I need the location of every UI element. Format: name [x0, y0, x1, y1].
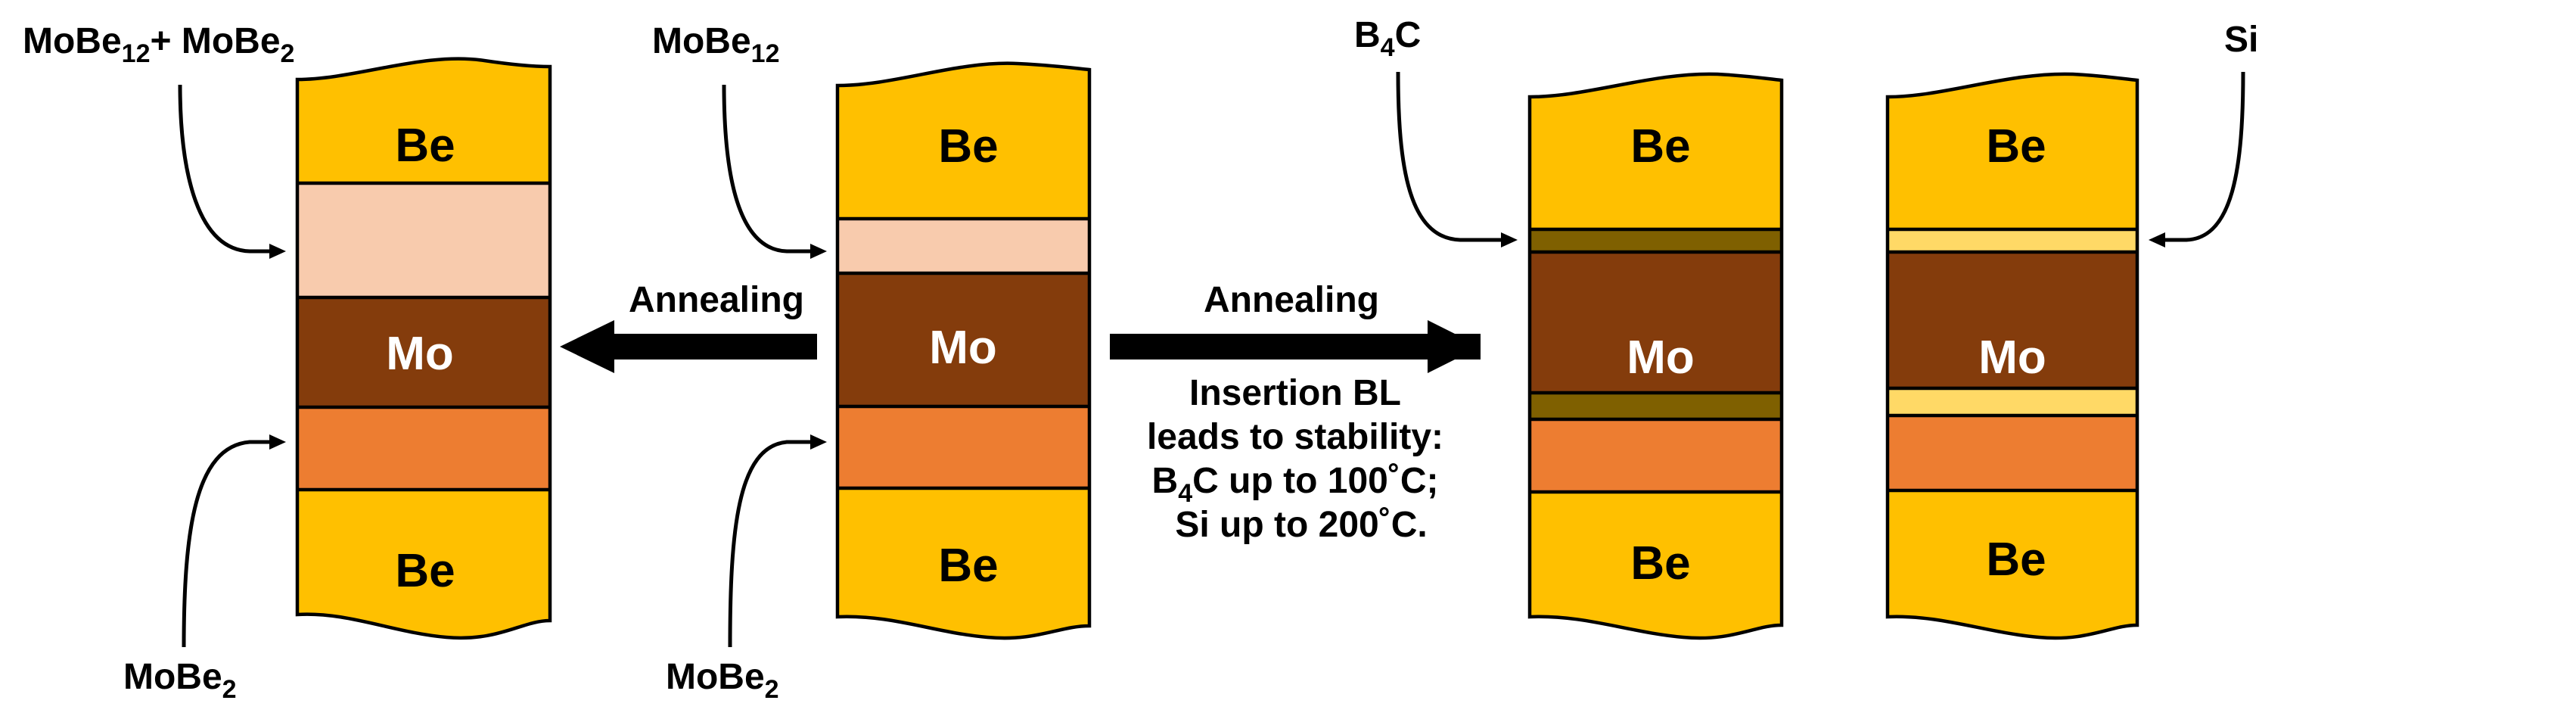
label-mobe2-left-main: MoBe [123, 657, 222, 697]
mobe12-mobe2-layer-1 [297, 183, 550, 297]
svg-text:MoBe12+ MoBe2: MoBe12+ MoBe2 [23, 21, 294, 68]
si-bottom-layer-4 [1888, 388, 2137, 416]
mo-label-3: Mo [1627, 331, 1695, 384]
be-label-top-3: Be [1630, 120, 1690, 173]
label-mobe12-center-sub: 12 [751, 39, 780, 68]
arrowhead-mobe2-center [810, 434, 827, 450]
mobe12-layer-2 [837, 219, 1089, 273]
b4c-top-layer-3 [1530, 229, 1782, 252]
mobe2-layer-3 [1530, 419, 1782, 492]
annealing-arrow-left: Annealing [560, 280, 817, 373]
leader-line-mobe12-mobe2 [178, 84, 274, 254]
annealing-label-left: Annealing [629, 280, 804, 320]
stack-annealed-mobe12-mobe2: Be Mo Be [295, 57, 552, 640]
mo-layer-1 [297, 297, 550, 407]
be-label-top-2: Be [938, 120, 998, 173]
arrowhead-right [1428, 320, 1481, 373]
annotation-b4c: B4C [1354, 15, 1518, 247]
annotation-mobe2-center: MoBe2 [666, 434, 827, 704]
caption-line-3-post: C up to 100˚C; [1192, 461, 1438, 501]
caption-line-4: Si up to 200˚C. [1175, 505, 1427, 545]
label-si: Si [2224, 20, 2258, 60]
leader-line-mobe2-left [182, 440, 274, 648]
mobe2-layer-2 [837, 406, 1089, 488]
mobe2-layer-1 [297, 407, 550, 490]
label-mobe12-center-main: MoBe [652, 21, 751, 61]
leader-line-b4c [1396, 71, 1506, 242]
be-bottom-layer-3 [1530, 492, 1782, 639]
annealing-label-right: Annealing [1204, 280, 1379, 320]
stack-b4c-barrier: Be Mo Be [1527, 72, 1784, 640]
be-top-layer-3 [1530, 73, 1782, 229]
arrowhead-left [560, 320, 614, 373]
label-mobe2-center-sub: 2 [765, 675, 779, 704]
be-bottom-layer-2 [837, 488, 1089, 639]
si-top-layer-4 [1888, 229, 2137, 252]
arrow-shaft-right [1110, 334, 1481, 360]
stack-as-deposited: Be Mo Be [835, 61, 1092, 640]
insertion-bl-caption: Insertion BL leads to stability: B4C up … [1147, 373, 1443, 545]
mo-label-4: Mo [1978, 331, 2046, 384]
b4c-bottom-layer-3 [1530, 393, 1782, 419]
annotation-si: Si [2149, 20, 2258, 247]
label-mobe12-main: MoBe [23, 21, 122, 61]
svg-text:MoBe2: MoBe2 [666, 657, 779, 704]
leader-line-mobe2-center [728, 440, 815, 648]
svg-text:MoBe12: MoBe12 [652, 21, 780, 68]
label-mobe2-sub: 2 [281, 39, 295, 68]
leader-line-si [2164, 71, 2245, 242]
caption-line-3-sub: 4 [1178, 479, 1192, 508]
be-top-layer-1 [297, 58, 550, 183]
be-label-top-4: Be [1986, 120, 2046, 173]
mo-label-2: Mo [929, 322, 997, 374]
stack-outline-4 [1885, 72, 2139, 640]
label-b4c-tail: C [1395, 15, 1422, 55]
be-top-layer-2 [837, 63, 1089, 219]
label-mobe2-mid: + MoBe [151, 21, 281, 61]
stack-outline-2 [835, 61, 1092, 640]
be-label-top-1: Be [395, 120, 455, 172]
be-bottom-layer-4 [1888, 490, 2137, 639]
svg-text:B4C up to 100˚C;: B4C up to 100˚C; [1152, 461, 1439, 508]
mo-layer-4 [1888, 252, 2137, 388]
svg-text:MoBe2: MoBe2 [123, 657, 237, 704]
mobe2-layer-4 [1888, 416, 2137, 490]
annealing-arrow-right: Annealing [1110, 280, 1481, 373]
mo-label-1: Mo [386, 328, 454, 380]
arrowhead-mobe12-center [810, 244, 827, 259]
caption-line-3-pre: B [1152, 461, 1179, 501]
arrowhead-si [2149, 232, 2165, 247]
be-label-bottom-3: Be [1630, 537, 1690, 590]
label-mobe2-left-sub: 2 [222, 675, 237, 704]
mo-layer-2 [837, 273, 1089, 406]
caption-line-1: Insertion BL [1189, 373, 1401, 413]
label-b4c-main: B [1354, 15, 1381, 55]
be-label-bottom-2: Be [938, 540, 998, 592]
annotation-mobe12-center: MoBe12 [652, 21, 827, 259]
annotation-mobe2-left: MoBe2 [123, 434, 286, 704]
arrowhead-mobe2-left [269, 434, 286, 450]
be-bottom-layer-1 [297, 490, 550, 638]
mo-layer-3 [1530, 252, 1782, 393]
label-mobe2-center-main: MoBe [666, 657, 765, 697]
arrow-shaft-left [613, 334, 817, 360]
caption-line-2: leads to stability: [1147, 417, 1443, 457]
stack-outline-1 [295, 57, 552, 640]
be-label-bottom-4: Be [1986, 534, 2046, 586]
label-b4c-sub: 4 [1381, 33, 1395, 62]
stack-outline-3 [1527, 72, 1784, 640]
be-top-layer-4 [1888, 73, 2137, 229]
be-label-bottom-1: Be [395, 545, 455, 597]
label-mobe12-sub: 12 [122, 39, 151, 68]
annotation-mobe12-mobe2: MoBe12+ MoBe2 [23, 21, 294, 259]
arrowhead-b4c [1501, 232, 1518, 247]
leader-line-mobe12-center [722, 84, 815, 254]
stack-si-barrier: Be Mo Be [1885, 72, 2139, 640]
arrowhead-mobe12-mobe2 [269, 244, 286, 259]
svg-text:B4C: B4C [1354, 15, 1421, 62]
